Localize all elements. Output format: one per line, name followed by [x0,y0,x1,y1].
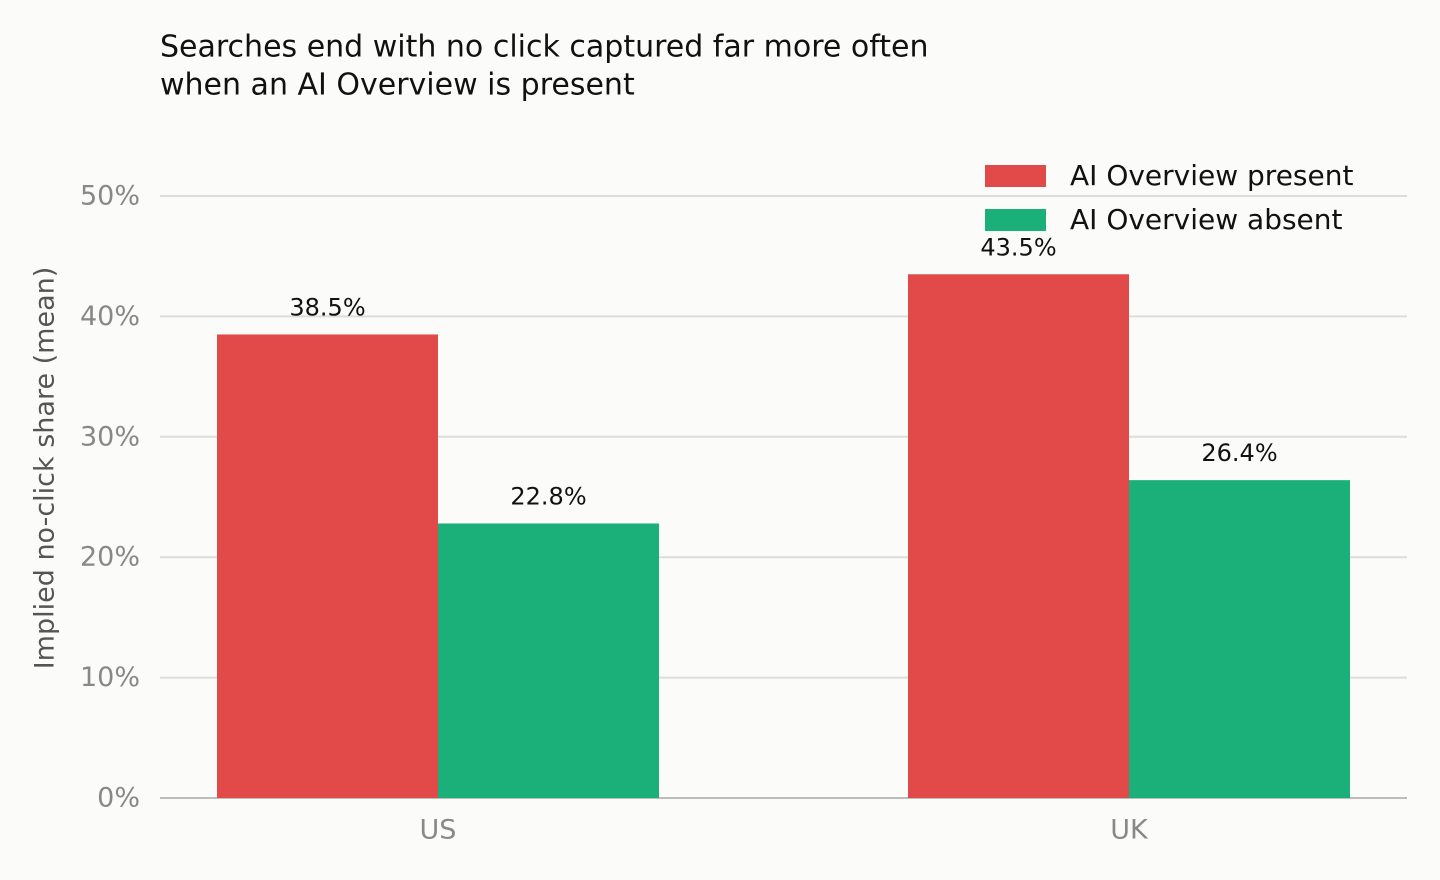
value-label: 26.4% [1201,439,1277,467]
value-label: 22.8% [510,482,586,510]
x-tick-label: UK [1110,815,1149,846]
bar [217,334,438,798]
y-tick-label: 10% [80,662,140,693]
y-tick-label: 0% [97,783,140,814]
legend-label: AI Overview present [1070,159,1353,192]
legend-label: AI Overview absent [1070,203,1343,236]
value-label: 38.5% [289,293,365,321]
legend-swatch [985,165,1046,187]
y-axis-label: Implied no-click share (mean) [30,267,61,670]
y-tick-label: 20% [80,542,140,573]
legend-swatch [985,209,1046,231]
y-tick-label: 40% [80,301,140,332]
chart-title: Searches end with no click captured far … [160,30,929,65]
y-tick-label: 30% [80,421,140,452]
bar [1129,480,1350,798]
x-tick-label: US [420,815,457,846]
bar [438,523,659,798]
bar [908,274,1129,798]
chart-title: when an AI Overview is present [160,68,635,103]
value-label: 43.5% [980,233,1056,261]
y-tick-label: 50% [80,181,140,212]
